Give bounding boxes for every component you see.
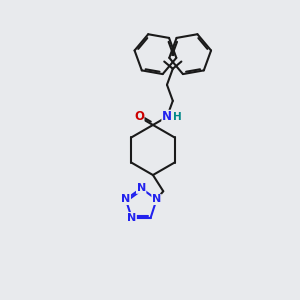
Text: H: H (173, 112, 182, 122)
Text: N: N (162, 110, 172, 123)
Text: N: N (127, 213, 136, 223)
Text: O: O (134, 110, 144, 123)
Text: N: N (152, 194, 161, 205)
Text: N: N (136, 183, 146, 193)
Text: N: N (121, 194, 130, 205)
